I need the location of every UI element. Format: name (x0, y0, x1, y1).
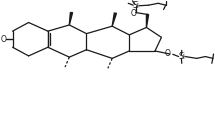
Text: O: O (165, 49, 171, 58)
Polygon shape (112, 13, 117, 26)
Text: O: O (1, 35, 6, 44)
Polygon shape (69, 13, 72, 25)
Text: Si: Si (178, 52, 185, 61)
Text: O: O (131, 9, 137, 18)
Text: Si: Si (132, 1, 139, 10)
Polygon shape (146, 14, 149, 27)
